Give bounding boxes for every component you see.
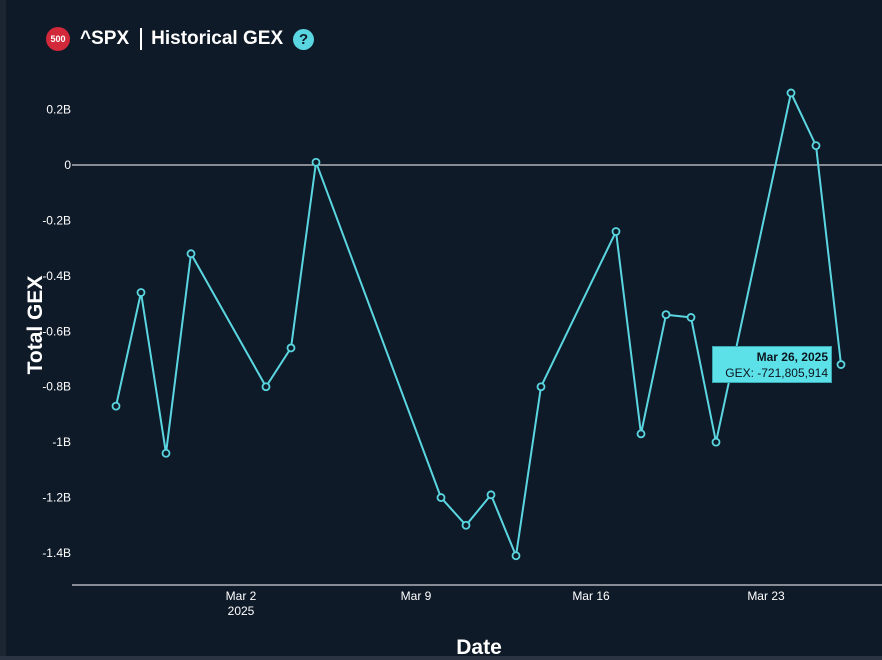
x-tick-sublabel: 2025 (228, 604, 255, 618)
data-point[interactable] (111, 401, 121, 411)
data-point[interactable] (136, 288, 146, 297)
y-axis-ticks: 0.2B 0 -0.2B -0.4B -0.6B -0.8B -1B -1.2B -1.4B (42, 103, 71, 560)
data-point[interactable] (311, 157, 321, 167)
header-separator (140, 28, 143, 50)
hover-tooltip: Mar 26, 2025 GEX: -721,805,914 (712, 346, 832, 383)
y-tick-label: -1.4B (42, 546, 71, 560)
spx-500-badge-icon: 500 (46, 27, 70, 51)
x-axis-title: Date (456, 636, 502, 659)
gex-series-line (115, 89, 842, 560)
data-point[interactable] (486, 490, 496, 500)
data-point[interactable] (711, 437, 721, 447)
data-point[interactable] (436, 493, 446, 502)
ticker-label: ^SPX (80, 28, 130, 49)
data-point[interactable] (511, 551, 521, 561)
x-tick-label: Mar 9 (401, 589, 432, 603)
data-point[interactable] (461, 520, 471, 530)
y-axis-title: Total GEX (24, 276, 47, 375)
tooltip-value: GEX: -721,805,914 (725, 366, 828, 380)
left-border (0, 0, 6, 660)
y-tick-label: -1.2B (42, 491, 71, 505)
y-tick-label: -0.8B (42, 380, 71, 394)
y-tick-label: -1B (52, 435, 71, 449)
help-icon[interactable]: ? (293, 28, 315, 50)
chart-header: 500 ^SPX Historical GEX ? (46, 25, 315, 53)
y-tick-label: 0.2B (46, 103, 71, 117)
tooltip-date: Mar 26, 2025 (756, 350, 828, 364)
y-tick-label: -0.6B (42, 324, 71, 338)
bottom-border (0, 656, 882, 660)
data-point[interactable] (261, 382, 271, 392)
data-point[interactable] (186, 249, 196, 259)
data-point[interactable] (686, 313, 696, 322)
x-tick-label: Mar 16 (572, 589, 610, 603)
data-point[interactable] (636, 429, 646, 439)
y-tick-label: 0 (64, 158, 71, 172)
chart-title: Historical GEX (151, 28, 284, 49)
data-point[interactable] (661, 310, 671, 320)
data-point[interactable] (286, 343, 296, 353)
x-tick-label: Mar 2 (226, 589, 257, 603)
data-point[interactable] (836, 360, 846, 369)
data-point[interactable] (536, 382, 546, 392)
data-point[interactable] (786, 88, 796, 98)
y-tick-label: -0.2B (42, 213, 71, 227)
data-point[interactable] (611, 227, 621, 236)
data-point[interactable] (811, 141, 821, 151)
y-tick-label: -0.4B (42, 269, 71, 283)
data-point[interactable] (161, 448, 171, 458)
x-tick-label: Mar 23 (747, 589, 785, 603)
data-points (111, 88, 846, 561)
